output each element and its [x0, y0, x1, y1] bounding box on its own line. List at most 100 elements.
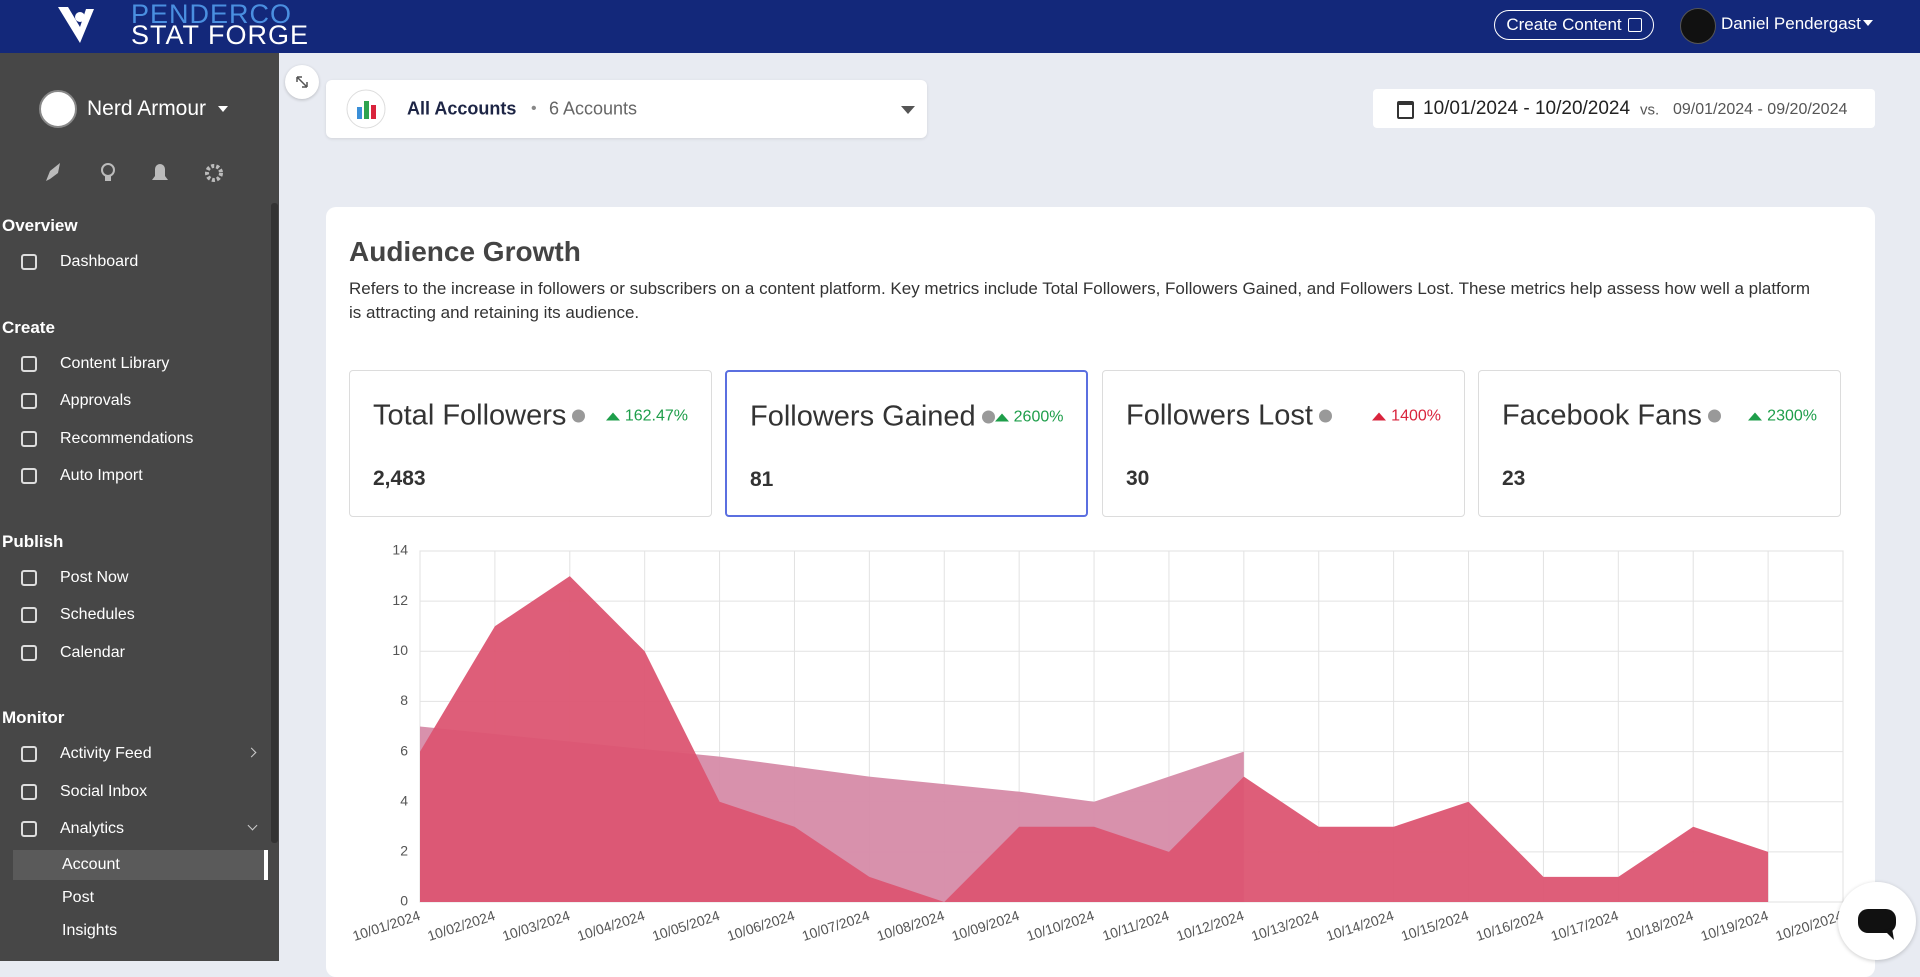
trend-arrow: [1372, 412, 1387, 420]
metric-card[interactable]: Total Followers 162.47% 2,483: [349, 370, 712, 517]
logo-icon: [58, 7, 94, 43]
y-tick-label: 10: [392, 642, 408, 658]
y-tick-label: 6: [400, 742, 408, 758]
account-count: 6 Accounts: [549, 98, 638, 119]
x-tick-label: 10/02/2024: [425, 907, 497, 944]
trend-arrow: [1748, 412, 1763, 420]
metric-change-value: 2300%: [1767, 407, 1817, 424]
card-title: Audience Growth: [349, 236, 581, 267]
chevron-right: [246, 747, 257, 758]
menu-icon: [21, 746, 37, 762]
x-tick-label: 10/13/2024: [1249, 907, 1321, 944]
accounts-icon: [346, 89, 386, 129]
edit-icon: [1627, 18, 1642, 32]
collapse-icon: [296, 76, 308, 88]
current-range: 10/01/2024 - 10/20/2024: [1423, 98, 1631, 119]
menu-item[interactable]: Schedules: [60, 606, 135, 623]
x-tick-label: 10/15/2024: [1399, 907, 1471, 944]
date-range-picker[interactable]: 10/01/2024 - 10/20/2024 vs. 09/01/2024 -…: [1373, 89, 1875, 128]
metric-card[interactable]: Followers Lost 1400% 30: [1102, 370, 1465, 517]
collapse-sidebar-button[interactable]: [285, 65, 319, 99]
y-tick-label: 14: [392, 542, 408, 558]
metric-change: 2600%: [994, 408, 1064, 426]
rocket-icon[interactable]: [46, 163, 60, 181]
separator: •: [531, 100, 537, 117]
metric-change-value: 2600%: [1013, 408, 1064, 425]
menu-icon: [21, 393, 37, 409]
chevron-down: [247, 820, 258, 831]
metric-card[interactable]: Facebook Fans 2300% 23: [1478, 370, 1841, 517]
x-tick-label: 10/07/2024: [800, 907, 872, 944]
bulb-icon[interactable]: [101, 163, 115, 177]
y-tick-label: 8: [400, 692, 408, 708]
metric-change: 1400%: [1372, 407, 1441, 425]
x-tick-label: 10/03/2024: [500, 907, 572, 944]
metric-card[interactable]: Followers Gained 2600% 81: [725, 370, 1088, 517]
info-icon: [1707, 409, 1721, 423]
menu-item[interactable]: Approvals: [60, 392, 132, 409]
quick-icons: [46, 163, 223, 182]
x-tick-label: 10/06/2024: [725, 907, 797, 944]
menu-item[interactable]: Content Library: [60, 354, 170, 372]
y-tick-label: 12: [392, 592, 408, 608]
x-tick-label: 10/19/2024: [1699, 907, 1771, 944]
x-tick-label: 10/05/2024: [650, 907, 722, 944]
settings-icon[interactable]: [205, 164, 223, 182]
metric-header: Followers Lost 1400%: [1126, 400, 1441, 433]
scrollbar: [271, 203, 278, 843]
bell-icon[interactable]: [152, 164, 168, 180]
metric-value: 30: [1126, 467, 1150, 490]
metric-change-value: 1400%: [1391, 407, 1441, 424]
top-bar: PENDERCO STAT FORGE Create Content Danie…: [0, 0, 1920, 53]
metric-label: Followers Lost: [1126, 399, 1313, 432]
menu-item[interactable]: Activity Feed: [60, 745, 152, 762]
metric-label: Followers Gained: [750, 400, 976, 433]
menu-icon: [21, 607, 37, 623]
sidebar: Nerd Armour Overview Dashboard Create Conte…: [0, 53, 279, 961]
menu-item[interactable]: Social Inbox: [60, 782, 148, 800]
menu-icon: [21, 468, 37, 484]
account-selector[interactable]: All Accounts • 6 Accounts: [326, 80, 927, 138]
metric-label: Total Followers: [373, 399, 567, 432]
menu-icon: [21, 644, 37, 661]
menu-icon: [21, 355, 37, 372]
x-tick-label: 10/18/2024: [1624, 907, 1696, 944]
metric-value: 2,483: [373, 467, 426, 490]
account-switcher[interactable]: Nerd Armour: [87, 97, 207, 120]
previous-range: 09/01/2024 - 09/20/2024: [1673, 101, 1848, 118]
y-tick-label: 4: [400, 792, 408, 808]
menu-item[interactable]: Recommendations: [60, 429, 194, 447]
menu-icon: [21, 821, 37, 837]
audience-chart: 0 2 4 6 8 10 12 14 10/01/2024 10/02/2024 10/03/202…: [350, 542, 1845, 944]
account-selector-label: All Accounts: [407, 98, 517, 119]
menu-icon: [21, 430, 37, 447]
menu-item[interactable]: Analytics: [60, 820, 125, 837]
submenu-item[interactable]: Insights: [62, 922, 118, 939]
calendar-icon: [1397, 101, 1414, 119]
menu-item[interactable]: Dashboard: [60, 253, 139, 270]
active-indicator: [264, 850, 268, 880]
active-highlight: [13, 850, 268, 880]
create-content-button[interactable]: Create Content: [1494, 10, 1654, 40]
menu-item[interactable]: Calendar: [60, 643, 125, 661]
x-tick-label: 10/20/2024: [1773, 907, 1845, 944]
submenu-item[interactable]: Account: [62, 856, 120, 873]
chat-button[interactable]: [1838, 882, 1916, 960]
trend-arrow: [605, 412, 620, 420]
x-tick-label: 10/11/2024: [1100, 907, 1171, 944]
vs-label: vs.: [1640, 101, 1660, 119]
info-icon: [981, 410, 995, 424]
menu-item[interactable]: Auto Import: [60, 467, 143, 484]
metric-value: 81: [750, 468, 774, 491]
menu-item[interactable]: Post Now: [60, 568, 129, 586]
account-caret: [218, 106, 228, 112]
metric-value: 23: [1502, 467, 1526, 490]
user-caret: [1863, 20, 1873, 26]
y-tick-label: 0: [400, 893, 408, 909]
user-menu[interactable]: Daniel Pendergast: [1721, 14, 1861, 33]
section-heading: Publish: [2, 531, 64, 551]
x-tick-label: 10/09/2024: [950, 907, 1022, 944]
create-content-label: Create Content: [1506, 15, 1622, 34]
submenu-item[interactable]: Post: [62, 889, 95, 906]
user-avatar[interactable]: [1680, 8, 1716, 44]
